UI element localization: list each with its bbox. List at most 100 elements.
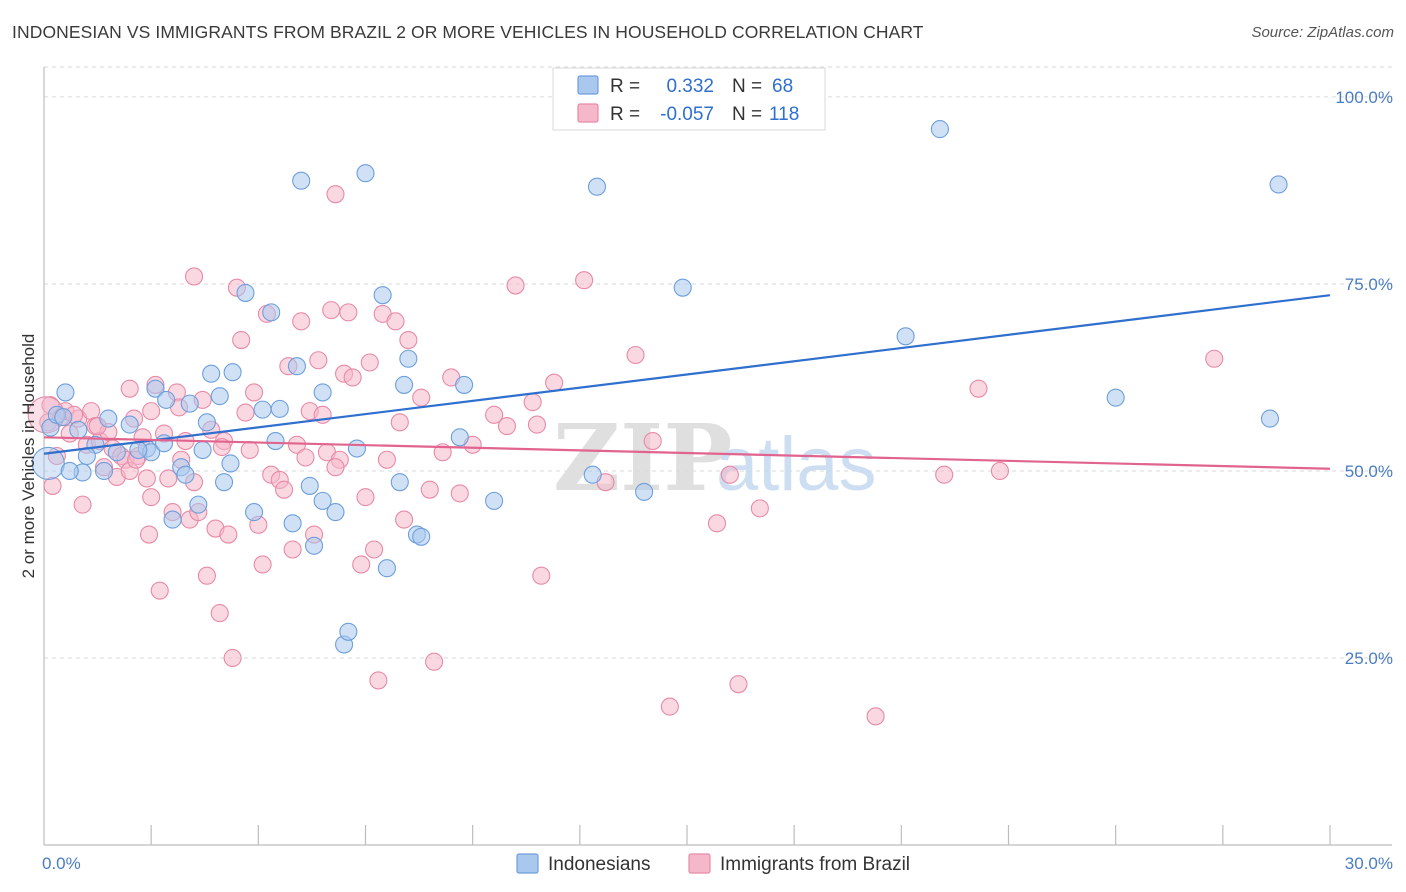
legend-label-indonesians: Indonesians bbox=[548, 854, 650, 875]
indonesian-point bbox=[210, 387, 229, 406]
indonesian-point bbox=[129, 440, 148, 460]
indonesian-point bbox=[146, 379, 165, 398]
brazil-point bbox=[159, 469, 178, 488]
indonesian-point bbox=[180, 394, 199, 413]
axes bbox=[43, 67, 1392, 846]
indonesian-point bbox=[221, 454, 240, 473]
brazil-point bbox=[545, 373, 564, 392]
brazil-point bbox=[326, 458, 345, 477]
indonesian-point bbox=[399, 349, 418, 368]
indonesian-point bbox=[214, 473, 234, 492]
brazil-point bbox=[969, 379, 988, 398]
brazil-point bbox=[232, 330, 251, 350]
stats-r-label-1: R = bbox=[610, 76, 640, 97]
brazil-point bbox=[150, 581, 169, 600]
indonesian-point bbox=[223, 363, 242, 382]
indonesian-point bbox=[292, 171, 311, 190]
indonesian-point bbox=[94, 461, 114, 481]
source-label: Source: ZipAtlas.com bbox=[1251, 24, 1394, 41]
brazil-point bbox=[660, 697, 679, 716]
stats-n-value-2: 118 bbox=[769, 104, 799, 125]
indonesian-point bbox=[347, 439, 366, 458]
indonesian-points bbox=[41, 120, 1288, 654]
watermark-atlas: atlas bbox=[716, 422, 877, 507]
legend-swatch-brazil bbox=[688, 853, 711, 874]
brazil-point bbox=[184, 267, 204, 286]
brazil-point bbox=[360, 353, 379, 372]
indonesian-point bbox=[262, 303, 281, 322]
brazil-point bbox=[142, 402, 161, 421]
indonesian-point bbox=[390, 473, 409, 492]
stats-n-label-1: N = bbox=[732, 76, 762, 97]
brazil-point bbox=[395, 510, 414, 529]
indonesian-trend-line bbox=[43, 294, 1331, 455]
brazil-point bbox=[497, 417, 517, 436]
indonesian-point bbox=[1106, 388, 1125, 407]
gridlines bbox=[44, 66, 1392, 659]
chart-title: INDONESIAN VS IMMIGRANTS FROM BRAZIL 2 O… bbox=[12, 22, 924, 42]
brazil-point bbox=[575, 271, 594, 290]
brazil-point bbox=[450, 484, 469, 503]
brazil-trend-line bbox=[43, 436, 1331, 470]
brazil-point bbox=[485, 405, 504, 424]
indonesian-point bbox=[283, 514, 302, 533]
trend-lines bbox=[43, 294, 1331, 470]
indonesian-point bbox=[635, 482, 654, 501]
stats-n-value-1: 68 bbox=[772, 76, 793, 97]
brazil-point bbox=[369, 671, 388, 690]
brazil-point bbox=[139, 525, 159, 544]
brazil-point bbox=[43, 476, 62, 495]
brazil-point bbox=[322, 301, 341, 320]
brazil-point bbox=[197, 566, 216, 585]
brazil-point bbox=[296, 448, 315, 467]
brazil-point bbox=[210, 604, 229, 623]
brazil-point bbox=[532, 566, 551, 585]
indonesian-point bbox=[99, 409, 118, 428]
indonesian-point bbox=[266, 431, 285, 451]
brazil-point bbox=[990, 461, 1009, 481]
indonesian-point bbox=[455, 375, 474, 394]
brazil-point bbox=[386, 312, 405, 331]
indonesian-point bbox=[176, 465, 195, 484]
brazil-point bbox=[390, 413, 409, 432]
series-legend: Indonesians Immigrants from Brazil bbox=[516, 853, 910, 875]
brazil-point bbox=[253, 555, 272, 574]
indonesian-point bbox=[31, 446, 65, 481]
brazil-point bbox=[626, 345, 645, 365]
indonesian-point bbox=[1269, 175, 1288, 194]
indonesian-point bbox=[189, 495, 208, 514]
indonesian-point bbox=[313, 383, 332, 402]
stats-swatch-indonesians bbox=[577, 75, 599, 95]
indonesian-point bbox=[485, 491, 504, 510]
brazil-point bbox=[1205, 349, 1224, 368]
stats-r-value-1: 0.332 bbox=[666, 76, 714, 97]
indonesian-point bbox=[896, 327, 915, 346]
indonesian-point bbox=[587, 177, 607, 196]
brazil-point bbox=[137, 469, 156, 488]
brazil-point bbox=[223, 648, 242, 668]
x-tick-label-min: 0.0% bbox=[42, 854, 81, 873]
brazil-point bbox=[120, 379, 139, 398]
stats-r-label-2: R = bbox=[610, 104, 640, 125]
brazil-point bbox=[73, 495, 92, 514]
brazil-point bbox=[935, 465, 954, 484]
indonesian-point bbox=[395, 375, 414, 394]
y-tick-label: 75.0% bbox=[1345, 275, 1393, 294]
indonesian-point bbox=[339, 622, 358, 641]
stats-legend: R = 0.332 N = 68 R = -0.057 N = 118 bbox=[552, 67, 826, 131]
brazil-point bbox=[866, 707, 885, 726]
stats-r-value-2: -0.057 bbox=[660, 104, 714, 125]
indonesian-point bbox=[373, 286, 392, 305]
legend-swatch-indonesians bbox=[516, 853, 539, 874]
brazil-point bbox=[750, 499, 769, 518]
indonesian-point bbox=[54, 408, 73, 427]
brazil-point bbox=[729, 675, 748, 694]
brazil-point bbox=[365, 540, 384, 559]
indonesian-point bbox=[270, 399, 289, 418]
brazil-point bbox=[523, 393, 542, 412]
indonesian-point bbox=[193, 440, 212, 460]
brazil-point bbox=[356, 488, 375, 507]
brazil-point bbox=[377, 450, 396, 469]
brazil-point bbox=[399, 330, 418, 350]
brazil-point bbox=[425, 652, 444, 671]
